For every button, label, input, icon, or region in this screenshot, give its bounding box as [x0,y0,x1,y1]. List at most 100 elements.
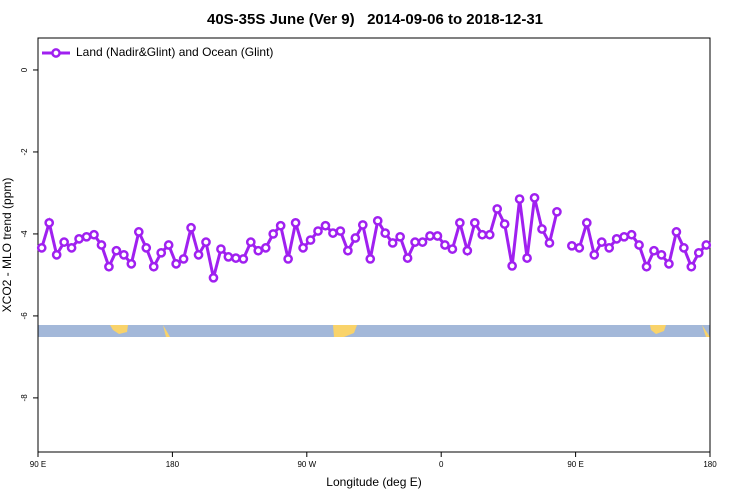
series-line [40,197,708,279]
data-point [111,245,122,256]
data-point [477,229,488,240]
data-point [671,227,682,237]
data-point [283,254,293,264]
data-point [44,218,55,228]
y-tick-label: -4 [20,230,29,238]
x-tick-label: 0 [439,460,444,469]
data-point [537,224,547,234]
data-point [238,254,249,264]
data-point [119,249,129,260]
data-point [574,243,585,253]
data-point [514,194,525,204]
data-point [619,231,629,242]
data-point [208,272,219,283]
data-point [320,220,331,231]
data-point [686,261,697,272]
data-point [89,229,99,240]
data-point [253,245,264,256]
data-point [522,253,532,263]
data-point [59,237,69,247]
y-axis-label: XCO2 - MLO trend (ppm) [0,178,14,313]
x-tick-label: 180 [703,460,717,469]
data-point [260,243,271,253]
data-point [290,218,301,228]
legend-label: Land (Nadir&Glint) and Ocean (Glint) [76,45,273,59]
data-point [432,231,443,241]
data-point [156,247,167,258]
data-point [484,229,495,240]
data-point [634,240,644,250]
data-point [492,204,503,214]
data-point [693,247,704,258]
data-point [268,229,279,239]
data-point [74,234,84,244]
data-point [148,261,159,272]
data-point [231,253,241,263]
data-point [163,240,174,250]
data-point [365,254,376,264]
data-point [66,243,77,253]
data-point [387,238,398,248]
data-point [417,237,428,247]
data-point [96,240,107,250]
data-point [544,238,555,248]
data-point [455,218,465,228]
land-strip [38,325,710,337]
legend-marker [51,48,61,58]
data-point [193,249,204,260]
data-point [567,240,577,251]
x-tick-label: 90 E [567,460,583,469]
data-point [313,226,323,236]
data-point [611,234,622,244]
data-point [36,243,47,253]
y-tick-label: -6 [20,312,29,320]
data-point [343,245,353,256]
data-point [81,231,92,242]
data-point [529,193,540,203]
data-point [425,231,435,241]
data-point [305,235,316,245]
data-point [664,259,674,269]
data-point [649,245,659,256]
data-point [126,259,137,269]
chart-title: 40S-35S June (Ver 9) 2014-09-06 to 2018-… [207,11,543,28]
data-point [552,206,562,217]
data-point [186,222,196,233]
data-point [171,259,181,269]
data-point [499,219,510,229]
data-point [596,237,607,247]
data-point [298,243,308,253]
x-tick-label: 180 [166,460,180,469]
data-point [581,218,592,228]
data-point [275,220,286,231]
y-tick-label: -8 [20,394,29,402]
data-point [245,237,256,247]
data-point [604,243,615,253]
x-tick-label: 90 E [30,460,46,469]
x-tick-label: 90 W [297,460,316,469]
data-point [178,254,189,264]
data-point [589,249,600,260]
data-point [440,240,450,250]
data-point [679,243,689,253]
data-point [641,261,652,272]
data-point [133,227,144,237]
data-point [656,249,667,260]
data-point [335,226,346,236]
data-point [507,261,517,271]
y-tick-label: 0 [20,67,29,72]
data-point [357,220,368,230]
data-point [350,233,361,243]
data-point [410,237,420,247]
x-axis-label: Longitude (deg E) [326,475,421,489]
data-point [395,231,405,242]
data-point [462,245,473,256]
data-point [402,253,413,263]
data-point [223,252,234,262]
data-point [469,218,480,228]
data-point [380,228,391,238]
data-point [141,243,152,253]
data-point [372,215,383,226]
data-point [447,244,458,254]
